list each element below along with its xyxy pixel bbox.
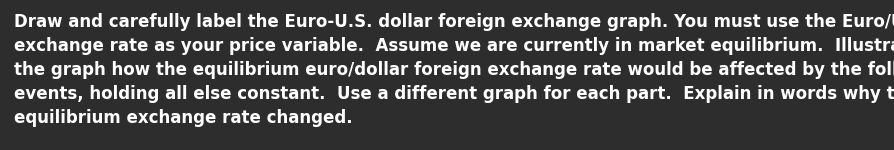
Text: events, holding all else constant.  Use a different graph for each part.  Explai: events, holding all else constant. Use a… [14,85,894,103]
Text: Draw and carefully label the Euro-U.S. dollar foreign exchange graph. You must u: Draw and carefully label the Euro-U.S. d… [14,13,894,31]
Text: exchange rate as your price variable.  Assume we are currently in market equilib: exchange rate as your price variable. As… [14,37,894,55]
Text: equilibrium exchange rate changed.: equilibrium exchange rate changed. [14,109,352,127]
Text: the graph how the equilibrium euro/dollar foreign exchange rate would be affecte: the graph how the equilibrium euro/dolla… [14,61,894,79]
